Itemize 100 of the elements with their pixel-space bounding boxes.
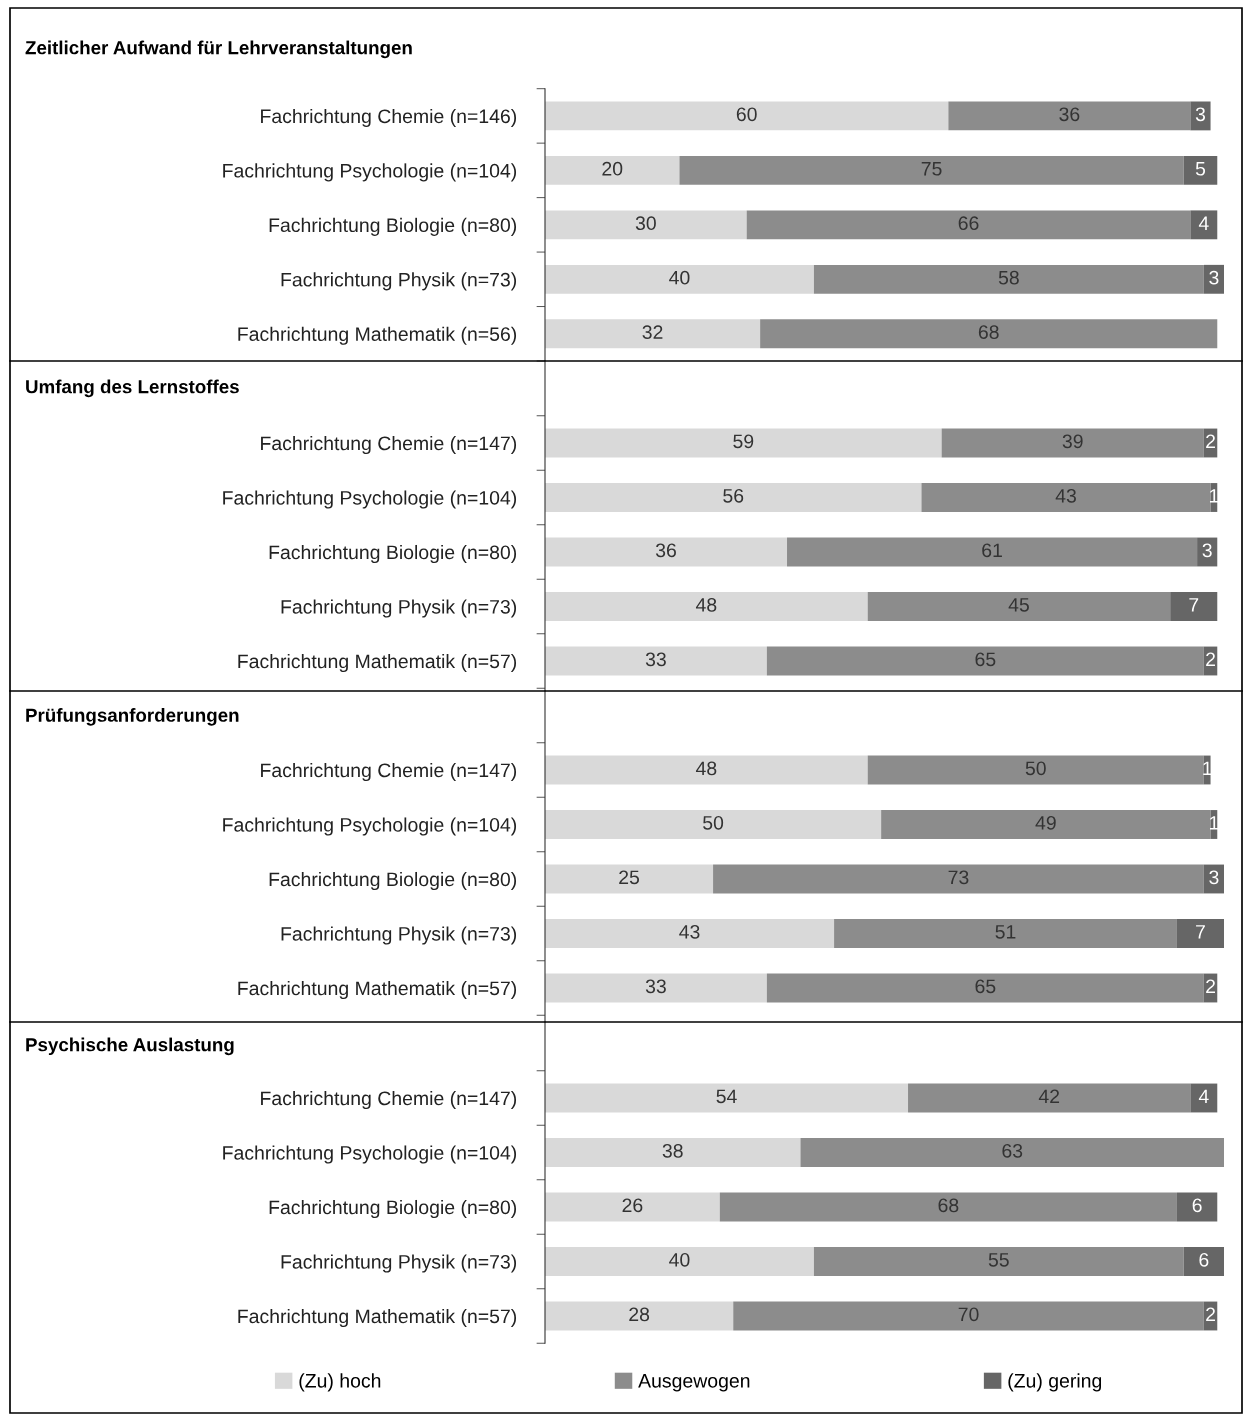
data-label: 49 (1035, 815, 1056, 830)
data-label: 33 (645, 652, 666, 667)
bar (813, 264, 1204, 294)
y-tick-label: Fachrichtung Chemie (n=146) (261, 108, 517, 127)
data-label: 56 (723, 488, 744, 503)
bar (545, 864, 714, 894)
data-label: 28 (629, 1307, 650, 1322)
bar (766, 973, 1204, 1003)
bar (545, 592, 868, 621)
bar (766, 646, 1204, 676)
data-label: 66 (958, 216, 979, 231)
data-label: 68 (978, 325, 999, 339)
bar (733, 1301, 1204, 1331)
bar (1203, 264, 1224, 294)
bar (545, 101, 949, 131)
y-tick-label: Fachrichtung Chemie (n=147) (261, 435, 517, 455)
bar (813, 1247, 1184, 1276)
data-label: 4 (1198, 1089, 1209, 1104)
data-label: 39 (1062, 434, 1083, 449)
text: Zeitlicher Aufwand für Lehrveranstaltungen (25, 40, 412, 59)
bar (867, 755, 1204, 785)
legend-label: (Zu) hoch (299, 1373, 381, 1392)
bar (1183, 155, 1218, 185)
y-tick-label: Fachrichtung Psychologie (n=104) (223, 490, 517, 509)
y-tick-label: Fachrichtung Biologie (n=80) (269, 217, 517, 236)
y-tick-label: Fachrichtung Chemie (n=147) (261, 1090, 517, 1110)
y-tick-label: Fachrichtung Mathematik (n=57) (238, 980, 517, 1000)
data-label: 60 (736, 107, 757, 122)
y-tick-label: Fachrichtung Physik (n=73) (281, 599, 517, 618)
data-label: 75 (921, 162, 942, 176)
data-label: 43 (1055, 488, 1076, 503)
bar (713, 864, 1204, 894)
bar (1190, 101, 1211, 131)
bar (545, 537, 788, 567)
data-label: 32 (642, 325, 663, 339)
bar (1183, 1247, 1224, 1276)
bar (545, 319, 761, 349)
y-tick-label: Fachrichtung Mathematik (n=56) (238, 326, 517, 345)
y-tick-label: Fachrichtung Biologie (n=80) (269, 871, 517, 891)
bar (545, 1247, 814, 1276)
data-label: 3 (1209, 270, 1219, 285)
data-label: 36 (655, 543, 676, 558)
bar (1190, 210, 1218, 240)
bar (545, 264, 814, 294)
data-label: 33 (645, 979, 666, 994)
bar (1176, 1192, 1218, 1222)
data-label: 36 (1059, 107, 1080, 122)
y-tick-label: Fachrichtung Biologie (n=80) (269, 544, 517, 564)
bar (545, 1138, 801, 1167)
y-tick-label: Fachrichtung Physik (n=73) (281, 926, 517, 945)
y-tick-label: Fachrichtung Chemie (n=147) (261, 762, 517, 782)
data-label: 40 (669, 1252, 690, 1267)
data-label: 3 (1202, 543, 1212, 558)
data-label: 26 (622, 1198, 643, 1213)
bar (545, 646, 767, 676)
bar (746, 210, 1191, 240)
bar (679, 155, 1184, 185)
data-label: 38 (662, 1143, 683, 1158)
bar (867, 592, 1171, 621)
legend-label: Ausgewogen (638, 1374, 750, 1392)
bar (787, 537, 1198, 567)
text: Prüfungsanforderungen (26, 708, 239, 726)
legend-label: (Zu) gering (1008, 1373, 1102, 1392)
y-tick-label: Fachrichtung Psychologie (n=104) (223, 163, 517, 182)
text: Umfang des Lernstoffes (26, 379, 239, 398)
y-tick-label: Fachrichtung Biologie (n=80) (269, 1199, 517, 1219)
bar (1170, 592, 1218, 621)
y-tick-label: Fachrichtung Physik (n=73) (281, 272, 517, 291)
data-label: 70 (958, 1307, 979, 1322)
data-label: 55 (988, 1253, 1009, 1267)
data-label: 65 (975, 979, 996, 994)
bar (545, 755, 868, 785)
bar (921, 483, 1211, 512)
bar (719, 1192, 1177, 1222)
data-label: 45 (1008, 598, 1029, 612)
bar (545, 483, 922, 512)
data-label: 48 (695, 597, 717, 612)
y-tick-label: Fachrichtung Psychologie (n=104) (223, 1145, 517, 1164)
bar (1190, 1083, 1218, 1113)
data-label: 2 (1206, 652, 1215, 667)
bar (800, 1138, 1224, 1167)
data-label: 68 (938, 1198, 959, 1213)
data-label: 4 (1198, 216, 1209, 230)
data-label: 42 (1038, 1089, 1060, 1104)
data-label: 50 (703, 815, 724, 830)
bar (545, 810, 882, 839)
data-label: 40 (669, 270, 690, 285)
data-label: 25 (619, 870, 640, 885)
data-label: 63 (1002, 1143, 1023, 1158)
y-tick-label: Fachrichtung Physik (n=73) (281, 1254, 517, 1273)
data-label: 73 (948, 870, 969, 885)
data-label: 3 (1195, 107, 1206, 122)
y-tick-label: Fachrichtung Mathematik (n=57) (238, 653, 517, 673)
data-label: 2 (1206, 434, 1215, 449)
data-label: 3 (1209, 870, 1219, 885)
bar (908, 1083, 1191, 1113)
data-label: 7 (1189, 598, 1199, 612)
bar (545, 973, 767, 1003)
data-label: 6 (1192, 1198, 1202, 1213)
y-tick-label: Fachrichtung Mathematik (n=57) (238, 1308, 517, 1328)
